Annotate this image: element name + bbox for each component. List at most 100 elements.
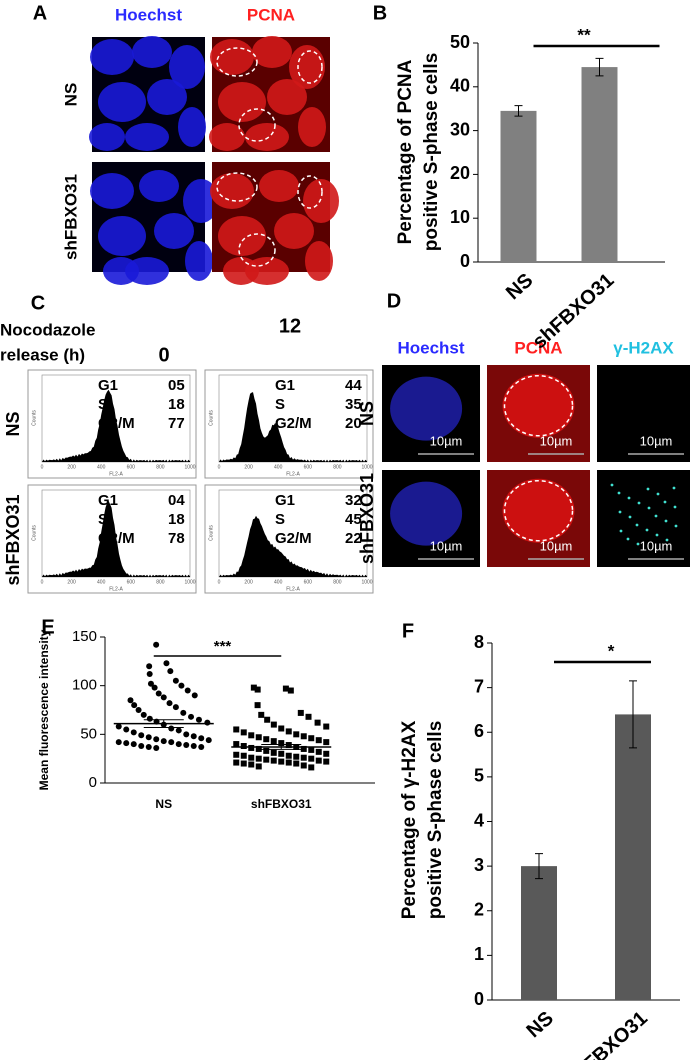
data-point xyxy=(138,732,145,739)
data-point xyxy=(140,711,147,718)
x-tick-label: 0 xyxy=(41,464,44,470)
bar xyxy=(500,110,537,262)
column-header: Hoechst xyxy=(397,338,464,357)
nucleus xyxy=(209,123,245,151)
data-point xyxy=(263,756,270,763)
focus xyxy=(646,487,650,491)
phase-percent: 18 xyxy=(168,511,185,528)
y-tick-label: 0 xyxy=(460,251,470,271)
data-point xyxy=(255,745,262,752)
nucleus xyxy=(132,36,172,68)
bar xyxy=(581,67,618,262)
data-point xyxy=(285,752,292,759)
histogram xyxy=(219,515,367,577)
focus xyxy=(665,538,669,542)
data-point xyxy=(147,680,154,687)
nucleus xyxy=(178,107,206,147)
nucleus xyxy=(125,123,169,151)
focus xyxy=(656,492,660,496)
significance-label: * xyxy=(608,641,615,660)
histogram xyxy=(219,392,367,462)
data-point xyxy=(258,711,265,718)
outline xyxy=(297,50,323,84)
data-point xyxy=(254,702,261,709)
y-tick-label: 20 xyxy=(450,163,470,183)
data-point xyxy=(323,739,330,746)
nucleus xyxy=(245,123,289,151)
data-point xyxy=(270,738,277,745)
data-point xyxy=(163,660,170,667)
x-tick-label: 200 xyxy=(244,464,253,470)
axis-label: Counts xyxy=(31,410,37,426)
y-axis-label: Percentage of PCNA xyxy=(395,59,416,244)
data-point xyxy=(191,692,198,699)
y-tick-label: 3 xyxy=(474,855,484,875)
phase-label: S xyxy=(98,396,108,413)
data-point xyxy=(166,700,173,707)
nucleus xyxy=(210,39,254,75)
phase-label: G2/M xyxy=(275,530,312,547)
bar xyxy=(521,866,557,1000)
data-point xyxy=(315,737,322,744)
nucleus xyxy=(183,179,219,223)
nucleus xyxy=(218,82,266,122)
focus xyxy=(619,529,623,533)
y-tick-label: 6 xyxy=(474,721,484,741)
data-point xyxy=(278,758,285,765)
x-tick-label: 200 xyxy=(244,579,253,585)
data-point xyxy=(198,743,205,750)
data-point xyxy=(172,677,179,684)
data-point xyxy=(248,744,255,751)
row-label: shFBXO31 xyxy=(3,494,23,585)
focus xyxy=(672,486,676,490)
data-point xyxy=(323,750,330,757)
data-point xyxy=(127,697,134,704)
x-tick-label: 1000 xyxy=(361,579,372,585)
focus xyxy=(674,524,678,528)
condition-title: release (h) xyxy=(0,345,85,364)
nucleus xyxy=(245,257,289,285)
scale-bar-label: 10µm xyxy=(640,538,673,553)
nucleus xyxy=(502,373,575,438)
data-point xyxy=(233,741,240,748)
data-point xyxy=(183,742,190,749)
column-header: PCNA xyxy=(247,5,295,24)
data-point xyxy=(314,719,321,726)
axis-label: Counts xyxy=(208,410,214,426)
focus xyxy=(636,542,640,546)
data-point xyxy=(293,731,300,738)
data-point xyxy=(130,729,137,736)
data-point xyxy=(270,757,277,764)
nucleus xyxy=(274,213,314,249)
focus xyxy=(635,523,639,527)
sem-bar xyxy=(143,719,184,729)
data-point xyxy=(130,741,137,748)
data-point xyxy=(263,747,270,754)
nucleus xyxy=(90,39,134,75)
panel-label: E xyxy=(41,616,54,638)
nucleus xyxy=(502,478,575,543)
x-tick-label: 600 xyxy=(304,464,313,470)
panel-label: B xyxy=(373,2,387,24)
data-point xyxy=(123,740,130,747)
y-axis-label: Percentage of γ-H2AX xyxy=(399,720,420,919)
nucleus xyxy=(98,216,146,256)
x-tick-label: 800 xyxy=(156,579,165,585)
x-tick-label: 0 xyxy=(218,579,221,585)
data-point xyxy=(145,743,152,750)
focus xyxy=(617,491,621,495)
panel-label: A xyxy=(33,2,47,24)
phase-percent: 20 xyxy=(345,415,362,432)
data-point xyxy=(188,713,195,720)
data-point xyxy=(175,741,182,748)
nucleus xyxy=(210,173,254,209)
data-point xyxy=(248,732,255,739)
focus xyxy=(637,501,641,505)
data-point xyxy=(180,709,187,716)
data-point xyxy=(240,743,247,750)
column-header: PCNA xyxy=(514,338,562,357)
y-tick-label: 4 xyxy=(474,810,484,830)
data-point xyxy=(297,709,304,716)
data-point xyxy=(175,727,182,734)
